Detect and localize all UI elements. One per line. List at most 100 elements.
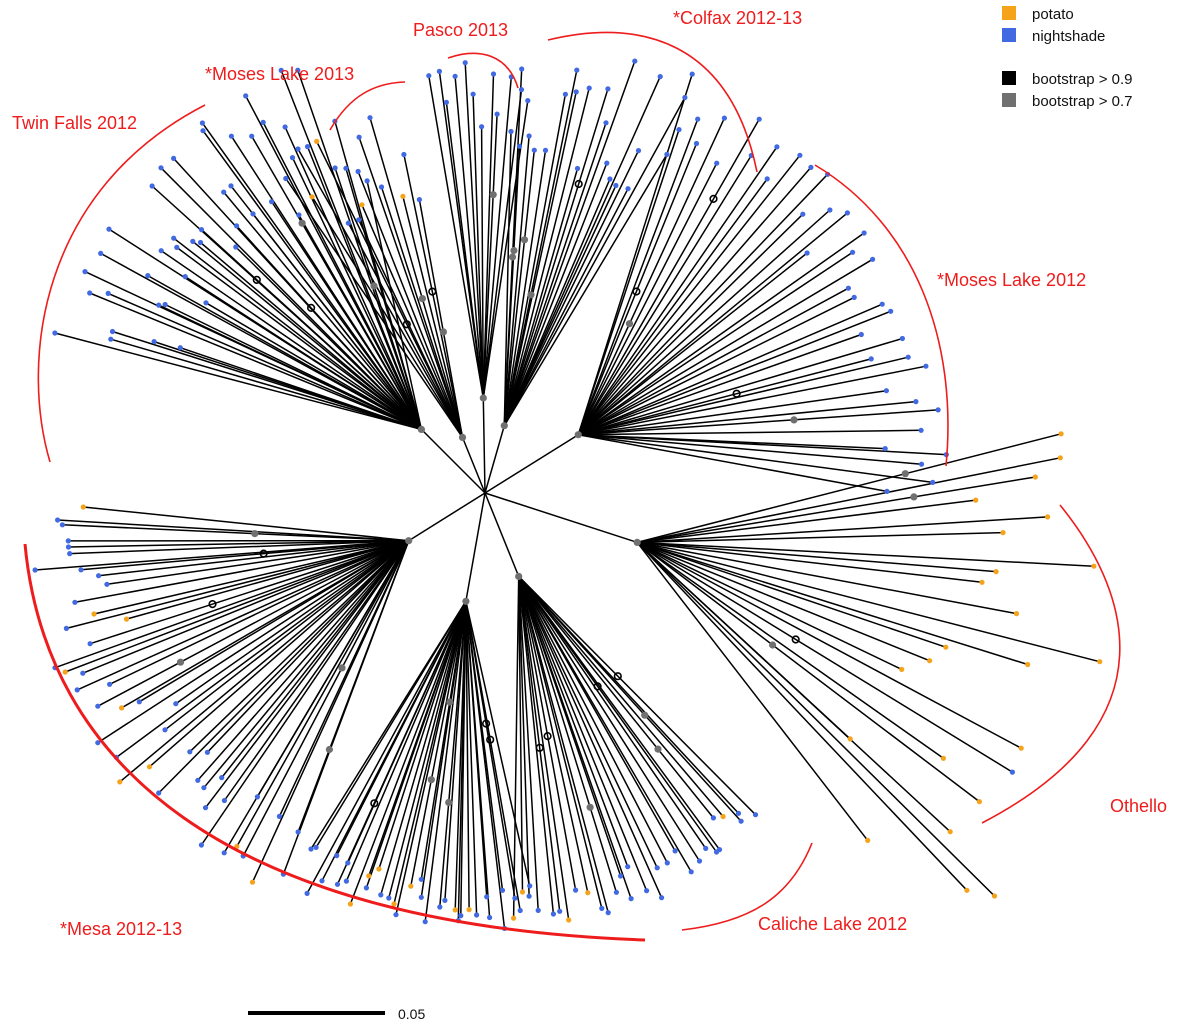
tip-nightshade (108, 336, 114, 342)
tip-nightshade (613, 182, 619, 189)
tip-branch (503, 91, 577, 426)
tip-branch (402, 196, 464, 438)
tip-nightshade (625, 186, 631, 192)
tip-potato (1013, 611, 1020, 617)
tip-branch (464, 62, 485, 399)
clade-bracket-othello (981, 504, 1121, 824)
tip-nightshade (249, 133, 255, 139)
clade-bracket-mesa (23, 543, 646, 942)
tip-branch (121, 540, 410, 709)
bootstrap-node-high (613, 672, 622, 681)
tip-branch (176, 246, 422, 431)
tip-branch (636, 541, 1028, 666)
tip-nightshade (171, 235, 177, 241)
tip-nightshade (95, 703, 101, 709)
bootstrap-node-high (535, 743, 544, 752)
tip-nightshade (422, 919, 428, 925)
tip-nightshade (930, 479, 936, 485)
tip-nightshade (918, 427, 924, 433)
tip-branch (206, 540, 410, 753)
tip-branch (577, 252, 808, 436)
tip-branch (158, 540, 410, 794)
tip-nightshade (63, 625, 69, 632)
clade-bracket-moses-lake-2012 (814, 164, 949, 467)
tip-nightshade (474, 912, 480, 918)
tip-branch (380, 601, 467, 896)
bootstrap-node-high (307, 303, 316, 313)
tip-potato (1091, 563, 1097, 569)
tip-nightshade (221, 189, 227, 195)
tip-branch (482, 76, 513, 399)
tip-nightshade (295, 146, 301, 152)
tip-nightshade (104, 581, 110, 587)
tip-branch (517, 576, 524, 893)
tip-branch (517, 576, 603, 909)
tip-branch (89, 292, 422, 431)
bootstrap-node-mid (325, 745, 333, 754)
tip-branch (418, 199, 464, 438)
tip-branch (410, 601, 467, 887)
tip-branch (110, 338, 422, 431)
tip-nightshade (204, 749, 210, 755)
tip-branch (503, 131, 512, 426)
bootstrap-node-mid (298, 219, 306, 227)
tip-branch (201, 122, 423, 430)
legend-swatch-nightshade (1002, 28, 1016, 42)
tip-branch (107, 292, 422, 431)
tip-nightshade (845, 285, 852, 291)
tip-branch (180, 346, 422, 431)
bootstrap-node-mid (586, 803, 594, 811)
tip-nightshade (654, 865, 660, 871)
tip-branch (291, 157, 423, 430)
tip-potato (847, 736, 853, 742)
tip-nightshade (98, 250, 104, 256)
tip-nightshade (696, 858, 703, 864)
tip-branch (637, 541, 1017, 615)
tip-nightshade (935, 407, 941, 413)
tip-branch (297, 148, 464, 438)
legend-swatch-potato (1002, 6, 1016, 20)
tip-branch (68, 539, 409, 548)
tip-nightshade (613, 889, 620, 895)
tip-nightshade (672, 848, 678, 854)
tip-nightshade (289, 155, 296, 161)
tip-branch (517, 576, 539, 911)
tip-branch (578, 409, 939, 436)
tip-nightshade (850, 249, 856, 255)
tip-branch (503, 87, 590, 426)
tip-potato (466, 907, 472, 913)
tip-potato (720, 813, 726, 820)
tip-nightshade (735, 810, 742, 816)
tip-nightshade (713, 849, 720, 855)
tip-branch (637, 541, 1100, 663)
tip-potato (376, 866, 382, 872)
tip-nightshade (676, 127, 682, 133)
tip-branch (503, 185, 617, 427)
tip-branch (200, 241, 422, 430)
tip-branch (578, 429, 922, 436)
tip-nightshade (452, 73, 458, 79)
tip-nightshade (190, 238, 196, 244)
tip-nightshade (356, 217, 362, 223)
tip-branch (512, 576, 520, 919)
tip-branch (637, 433, 1062, 544)
tip-nightshade (605, 910, 611, 916)
bootstrap-node-mid (462, 597, 470, 605)
tip-nightshade (378, 892, 384, 898)
tip-nightshade (401, 151, 407, 158)
tip-nightshade (156, 302, 162, 308)
bootstrap-node-mid (176, 658, 185, 666)
clade-bracket-caliche (681, 842, 813, 931)
tip-nightshade (52, 330, 58, 336)
tip-potato (249, 879, 256, 885)
tip-potato (408, 883, 414, 889)
tip-branch (636, 541, 903, 671)
tip-branch (503, 150, 536, 426)
tip-nightshade (418, 876, 424, 882)
tip-branch (97, 540, 410, 744)
tip-branch (97, 540, 410, 707)
tip-branch (577, 118, 699, 435)
tip-nightshade (426, 73, 432, 79)
tip-nightshade (219, 775, 225, 781)
